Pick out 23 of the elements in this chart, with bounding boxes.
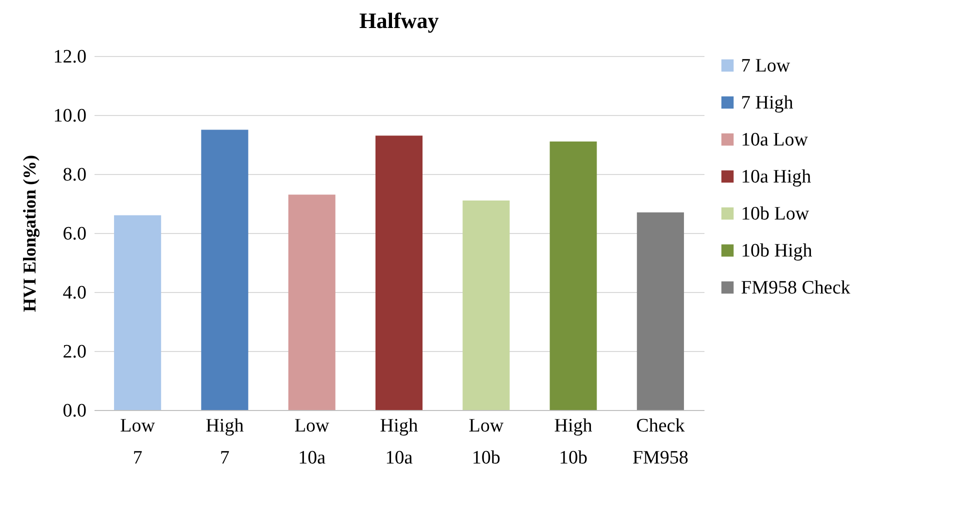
legend-label: 10b Low: [741, 204, 810, 224]
y-tick-label: 0.0: [62, 400, 86, 422]
x-tick-label: High 10b: [554, 416, 593, 468]
x-tick-label: Low 10a: [294, 416, 330, 468]
legend-label: 10a Low: [741, 130, 808, 150]
y-tick-label: 12.0: [53, 46, 86, 68]
chart-title: Halfway: [359, 8, 439, 33]
legend-label: 7 High: [741, 92, 794, 114]
y-tick-label: 4.0: [62, 282, 86, 304]
x-tick-label: High 10a: [380, 416, 418, 468]
legend-label: 10a High: [741, 166, 812, 188]
legend-label: 10b High: [741, 240, 813, 262]
y-tick-label: 8.0: [62, 164, 86, 186]
y-tick-label: 6.0: [62, 224, 86, 244]
x-tick-label: Check FM958: [632, 416, 688, 468]
legend-label: FM958 Check: [741, 278, 851, 298]
x-tick-label: Low 7: [120, 416, 156, 468]
y-tick-label: 10.0: [53, 106, 86, 126]
x-tick-label: Low 10b: [468, 416, 504, 468]
x-tick-label: High 7: [206, 416, 244, 468]
legend-label: 7 Low: [741, 56, 790, 76]
y-tick-label: 2.0: [62, 342, 86, 362]
y-axis-title: HVI Elongation (%): [19, 154, 40, 312]
